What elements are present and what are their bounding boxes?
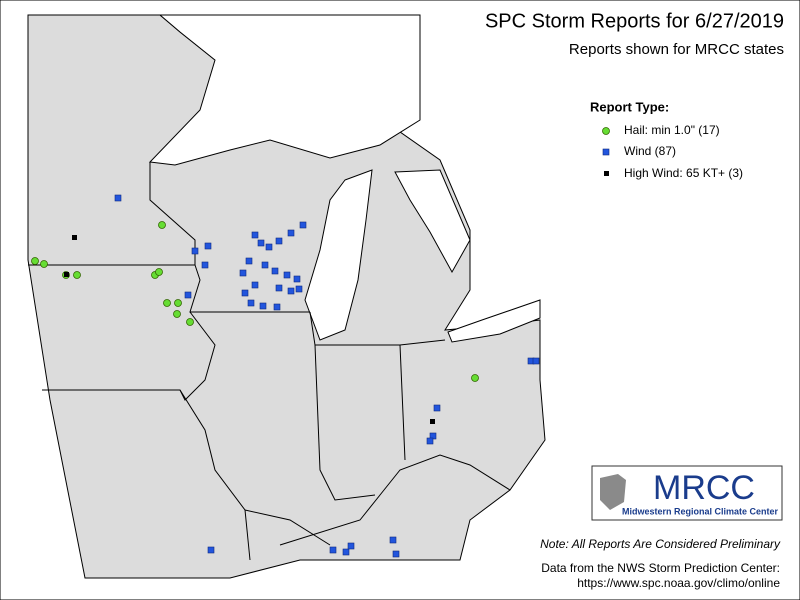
lake-superior <box>148 14 421 166</box>
high-wind-report <box>72 235 77 240</box>
wind-report <box>392 550 400 558</box>
wind-report <box>239 269 247 277</box>
subtitle: Reports shown for MRCC states <box>569 41 784 58</box>
wind-report <box>191 247 199 255</box>
report-markers <box>31 194 540 558</box>
legend-symbol <box>602 127 610 135</box>
wind-report <box>261 261 269 269</box>
map <box>27 14 546 579</box>
hail-report <box>173 310 181 318</box>
wind-report <box>347 542 355 550</box>
wind-report <box>433 404 441 412</box>
legend-label: Wind (87) <box>624 144 676 158</box>
legend-title: Report Type: <box>590 99 669 114</box>
hail-report <box>163 299 171 307</box>
wind-report <box>114 194 122 202</box>
hail-report <box>174 299 182 307</box>
wind-report <box>265 243 273 251</box>
hail-report <box>158 221 166 229</box>
wind-report <box>271 267 279 275</box>
hail-report <box>155 268 163 276</box>
legend-symbol <box>602 148 610 156</box>
legend-label: Hail: min 1.0" (17) <box>624 123 720 137</box>
wind-report <box>273 303 281 311</box>
wind-report <box>247 299 255 307</box>
hail-report <box>186 318 194 326</box>
lake-erie <box>447 299 541 343</box>
high-wind-report <box>430 419 435 424</box>
lake-michigan <box>304 169 373 341</box>
wind-report <box>257 239 265 247</box>
wind-report <box>283 271 291 279</box>
logo: MRCC Midwestern Regional Climate Center <box>591 465 783 521</box>
wind-report <box>275 284 283 292</box>
wind-report <box>426 437 434 445</box>
wind-report <box>287 287 295 295</box>
wind-report <box>251 231 259 239</box>
wind-report <box>259 302 267 310</box>
legend-label: High Wind: 65 KT+ (3) <box>624 166 743 180</box>
note: Note: All Reports Are Considered Prelimi… <box>540 537 781 551</box>
wind-report <box>287 229 295 237</box>
wind-report <box>293 275 301 283</box>
wind-report <box>329 546 337 554</box>
wind-report <box>275 237 283 245</box>
hail-report <box>40 260 48 268</box>
state-borders <box>28 162 511 561</box>
hail-report <box>471 374 479 382</box>
logo-name: MRCC <box>653 469 755 507</box>
legend-symbol <box>604 171 609 176</box>
logo-full-name: Midwestern Regional Climate Center <box>622 506 779 516</box>
wind-report <box>295 285 303 293</box>
hail-report <box>73 271 81 279</box>
wind-report <box>342 548 350 556</box>
high-wind-report <box>64 272 69 277</box>
wind-report <box>299 221 307 229</box>
hail-report <box>31 257 39 265</box>
source: Data from the NWS Storm Prediction Cente… <box>541 561 780 575</box>
wind-report <box>245 257 253 265</box>
source-url: https://www.spc.noaa.gov/climo/online <box>577 576 780 590</box>
wind-report <box>251 281 259 289</box>
title: SPC Storm Reports for 6/27/2019 <box>485 10 784 32</box>
wind-report <box>389 536 397 544</box>
logo-icon <box>600 474 626 510</box>
wind-report <box>207 546 215 554</box>
lake-huron <box>394 169 471 274</box>
wind-report <box>241 289 249 297</box>
wind-report <box>532 357 540 365</box>
legend: Report Type: Hail: min 1.0" (17) Wind (8… <box>590 99 743 180</box>
wind-report <box>204 242 212 250</box>
wind-report <box>184 291 192 299</box>
wind-report <box>201 261 209 269</box>
